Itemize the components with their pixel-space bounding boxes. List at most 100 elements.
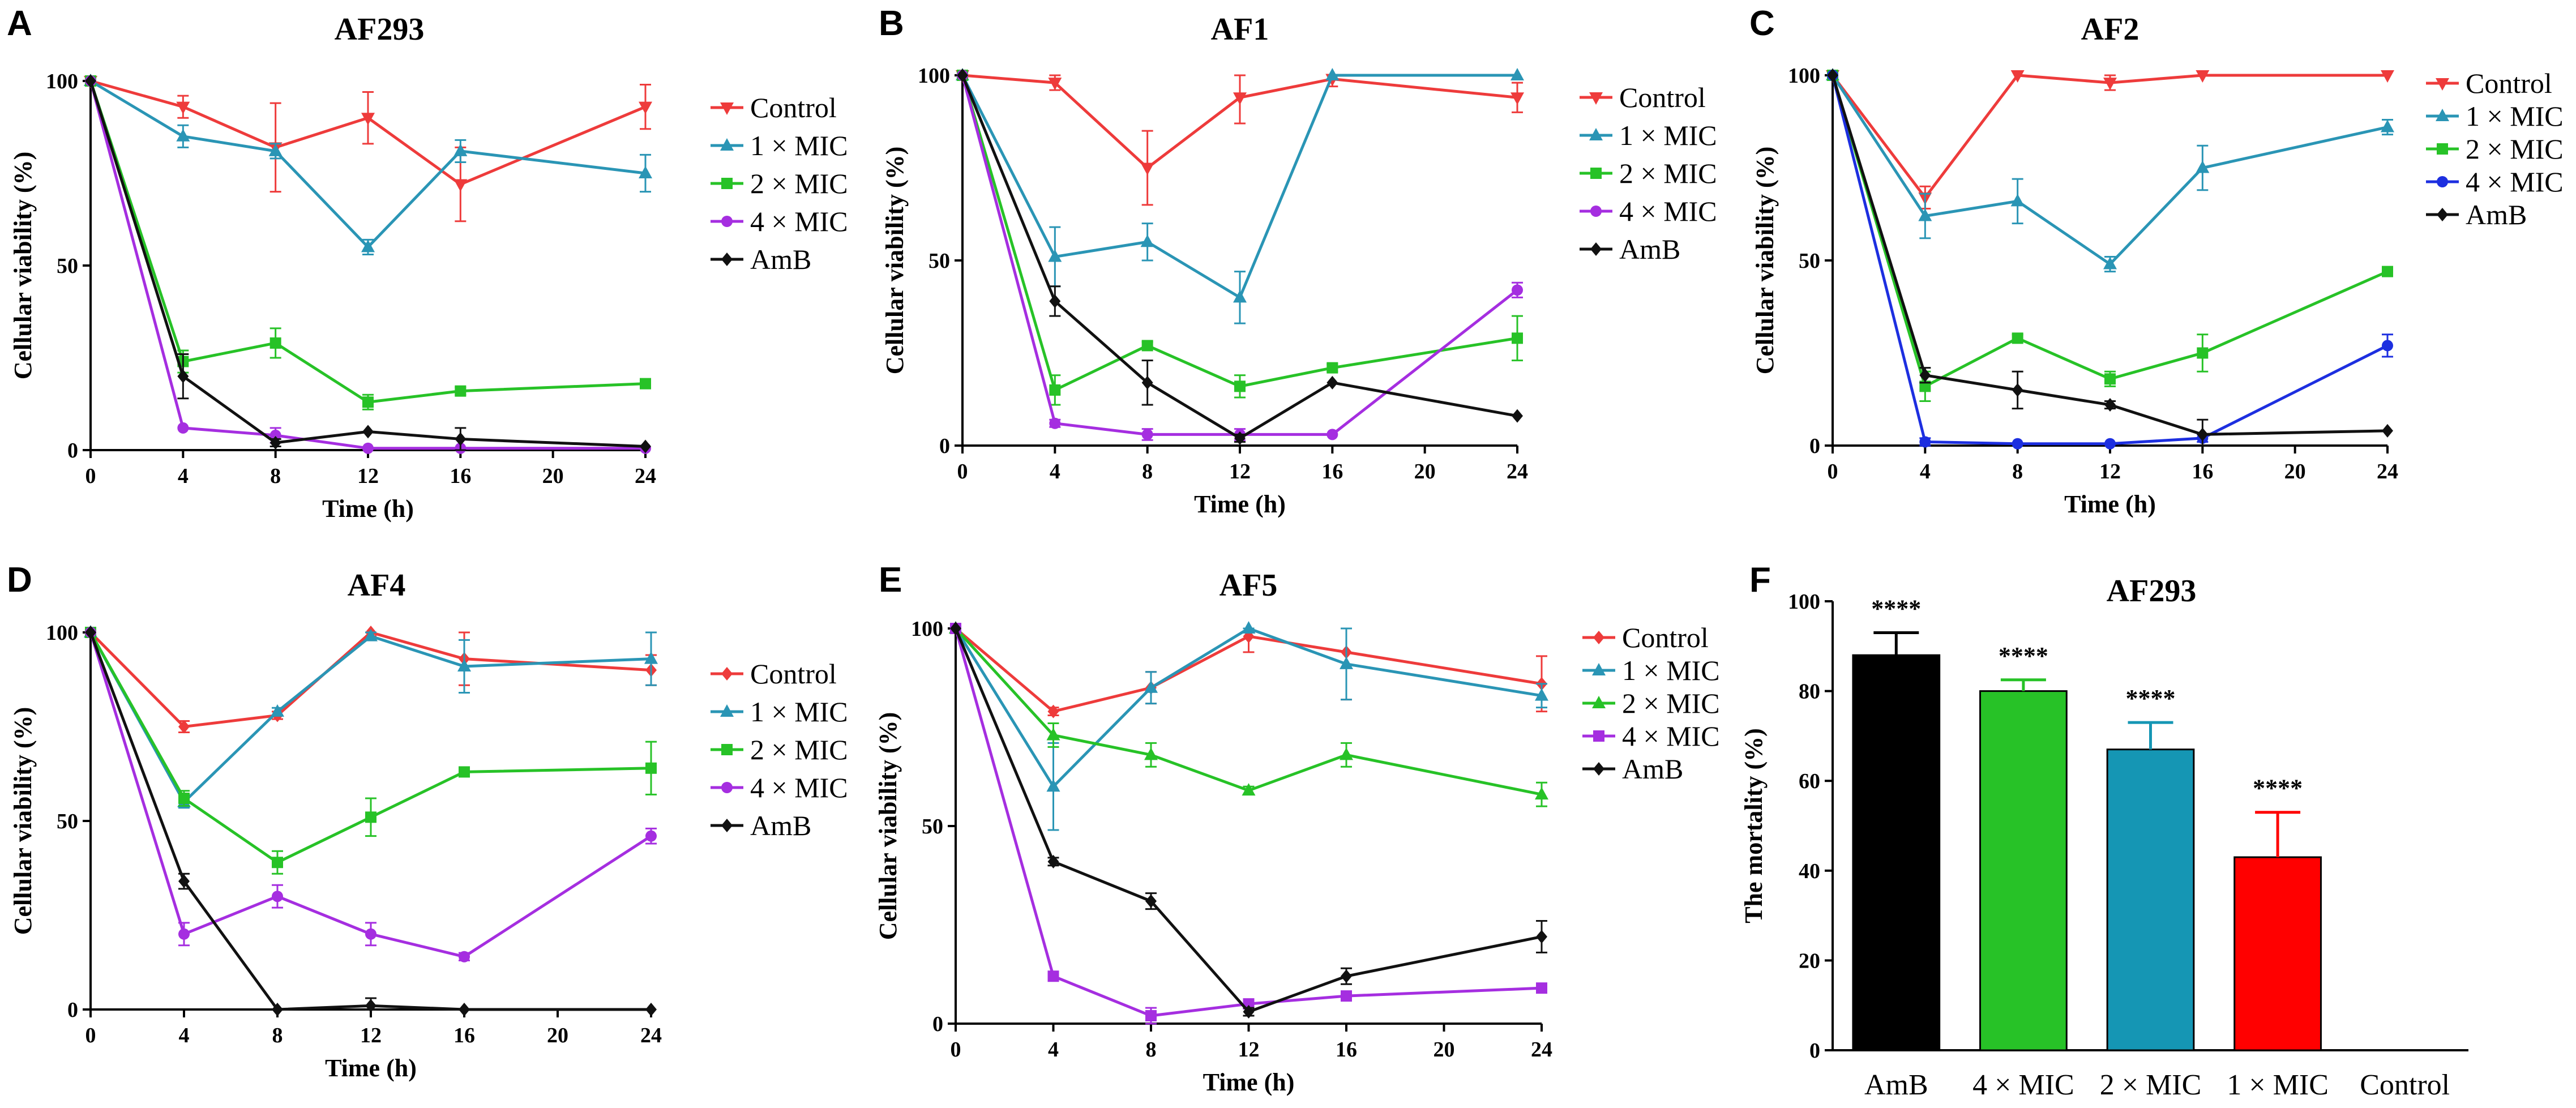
x-tick-label: 4 (1048, 1038, 1059, 1062)
series-control (956, 70, 1524, 206)
legend-item: 1 × MIC (1582, 654, 1720, 686)
legend-marker (721, 819, 733, 832)
panel-a: A AF293 0 50 100 Cellular viability (%) 0 4 8 12 1… (7, 4, 848, 523)
legend-label: Control (750, 658, 837, 690)
data-point (1046, 779, 1060, 792)
data-point (2196, 160, 2210, 173)
legend-item: 1 × MIC (711, 130, 848, 161)
data-point (640, 439, 651, 454)
data-point (1233, 92, 1247, 105)
bar (2233, 856, 2322, 1051)
data-point (2103, 256, 2117, 269)
data-point (1047, 970, 1059, 982)
data-point (1243, 1005, 1255, 1019)
data-point (365, 811, 376, 823)
legend-label: 4 × MIC (1622, 720, 1720, 752)
data-point (362, 425, 374, 439)
x-tick-label: 24 (640, 1024, 662, 1047)
series-control (85, 626, 657, 734)
data-point (271, 704, 284, 717)
y-tick-label: 50 (928, 249, 950, 273)
data-point (644, 651, 658, 664)
chart-title: AF2 (2081, 12, 2139, 47)
x-tick-label: 20 (542, 464, 564, 488)
data-point (2197, 427, 2209, 442)
series-line (1831, 74, 2388, 266)
x-tick-label: 24 (635, 464, 656, 488)
data-point (361, 113, 375, 126)
data-point (459, 766, 470, 778)
data-point (365, 928, 376, 940)
y-axis-label: Cellular viability (%) (874, 712, 902, 940)
y-tick-label: 100 (1788, 64, 1820, 88)
data-point (178, 874, 190, 888)
legend-label: 2 × MIC (2466, 133, 2564, 165)
legend-label: 1 × MIC (2466, 100, 2564, 132)
data-point (1512, 284, 1523, 296)
legend-item: 4 × MIC (1580, 195, 1717, 227)
data-point (2382, 423, 2393, 438)
legend-label: 4 × MIC (750, 206, 848, 237)
panel-b: B AF1 0 50 100 Cellular viability (%) 0 4 8 12 16 2… (879, 4, 1717, 518)
data-point (1340, 656, 1353, 669)
data-point (1341, 990, 1352, 1002)
legend-item: 1 × MIC (711, 696, 848, 728)
category-label: 4 × MIC (1972, 1069, 2074, 1101)
legend-item: AmB (711, 243, 811, 275)
series-1-mic (84, 74, 652, 255)
x-tick-label: 20 (1434, 1038, 1455, 1062)
bar-group: Control (2360, 1069, 2450, 1101)
data-point (457, 658, 471, 671)
x-tick-label: 24 (1507, 460, 1528, 484)
data-point (1145, 894, 1157, 908)
legend: Control 1 × MIC 2 × MIC 4 × MIC AmB (711, 658, 848, 841)
x-axis-label: Time (h) (1203, 1068, 1295, 1096)
data-point (1242, 783, 1256, 796)
x-tick-label: 8 (270, 464, 281, 488)
x-tick-label: 24 (1531, 1038, 1552, 1062)
y-tick-label: 50 (57, 254, 78, 278)
series-line (1832, 74, 2387, 200)
data-point (1535, 688, 1548, 701)
legend-item: Control (1582, 622, 1709, 653)
data-point (2012, 438, 2023, 450)
y-tick-label: 80 (1799, 680, 1820, 704)
data-point (453, 143, 468, 156)
x-tick-label: 4 (1050, 460, 1060, 484)
data-point (1049, 294, 1061, 308)
legend-item: Control (1580, 82, 1706, 113)
y-tick-label: 100 (918, 64, 950, 88)
data-point (1140, 162, 1154, 176)
bar-group: **** AmB (1852, 595, 1941, 1101)
data-point (2381, 70, 2394, 83)
data-point (361, 239, 375, 253)
data-point (639, 101, 652, 114)
series-line (89, 631, 652, 865)
x-tick-label: 8 (1146, 1038, 1157, 1062)
legend-item: 4 × MIC (711, 772, 848, 803)
data-point (1046, 728, 1060, 741)
legend-marker (720, 704, 734, 717)
bar (1979, 690, 2068, 1051)
data-point (1510, 92, 1524, 105)
x-axis-label: Time (h) (1194, 490, 1286, 518)
data-point (2103, 78, 2117, 91)
series-line (89, 80, 646, 404)
x-axis-label: Time (h) (322, 495, 414, 523)
series-control (950, 622, 1547, 718)
data-point (1049, 384, 1061, 396)
legend-label: 1 × MIC (750, 130, 848, 161)
data-point (362, 442, 374, 454)
legend-marker (721, 216, 733, 227)
series-control (1826, 70, 2394, 209)
y-tick-label: 0 (1809, 434, 1820, 458)
data-point (2010, 70, 2025, 83)
legend-marker (2437, 176, 2448, 187)
x-tick-label: 12 (1238, 1038, 1260, 1062)
data-point (269, 337, 281, 349)
legend-label: 2 × MIC (1622, 687, 1720, 719)
series-control (84, 76, 652, 223)
series-amb (957, 69, 1523, 445)
x-tick-label: 20 (2284, 460, 2306, 484)
data-point (272, 857, 283, 869)
